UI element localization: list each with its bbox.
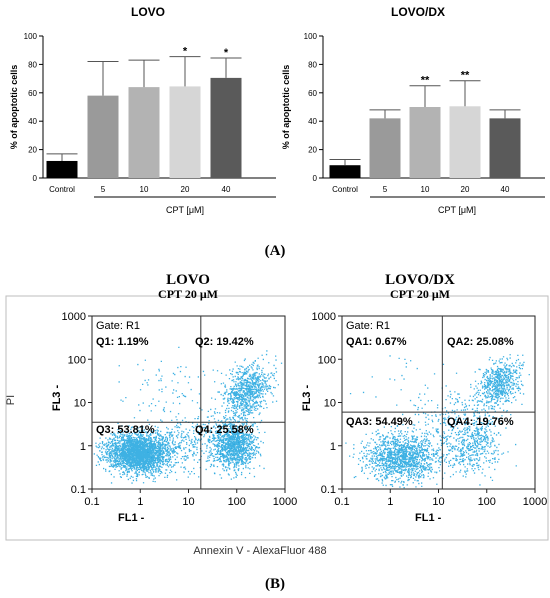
flow-plot-lovo-dx-q3: QA3: 54.49% (346, 416, 413, 428)
flow-plot-lovo-dx-subtitle: CPT 20 μM (390, 287, 450, 301)
chart1-category-label-2: 10 (421, 185, 430, 194)
flow3-x-tick-label-0: 0.1 (334, 496, 349, 508)
chart0-category-label-4: 40 (222, 185, 231, 194)
chart1-category-label-0: Control (332, 185, 358, 194)
chart0-y-tick-label-4: 80 (28, 60, 37, 69)
bar-chart-lovo-ylabel: % of apoptotic cells (9, 65, 19, 150)
chart0-y-tick-label-3: 60 (28, 89, 37, 98)
chart0-y-tick-label-5: 100 (24, 32, 38, 41)
flow2-event-cluster-2 (212, 350, 283, 435)
bar-chart-lovo-dx-xlabel: CPT [μM] (438, 205, 476, 215)
chart1-category-label-3: 20 (461, 185, 470, 194)
chart1-bar-4 (489, 118, 521, 178)
chart1-y-tick-label-0: 0 (313, 174, 318, 183)
flow-plot-lovo-title: LOVO (166, 272, 210, 288)
flow-plot-lovo-q1: Q1: 1.19% (96, 336, 149, 348)
flow3-x-tick-label-4: 1000 (523, 496, 547, 508)
panel-b-label: (B) (265, 576, 285, 592)
flow2-x-tick-label-0: 0.1 (84, 496, 99, 508)
flow3-y-tick-label-1: 1 (330, 441, 336, 453)
flow-plot-lovo: LOVO CPT 20 μM 0.1 1 10 100 1000 0.1 1 10 100 100… (51, 272, 297, 524)
bar-chart-lovo-dx: LOVO/DX % of apoptotic cells 0 20 40 60 80 10… (281, 5, 545, 215)
chart1-bar-1 (369, 118, 401, 178)
chart1-y-tick-label-4: 80 (308, 60, 317, 69)
chart0-y-tick-label-1: 20 (28, 146, 37, 155)
flow-plot-lovo-gate: Gate: R1 (96, 320, 140, 332)
chart1-significance-3: ** (461, 70, 470, 82)
panel-a-label: (A) (265, 243, 286, 259)
chart0-y-tick-label-0: 0 (33, 174, 38, 183)
flow3-x-tick-label-1: 1 (387, 496, 393, 508)
flow3-y-tick-label-0: 0.1 (321, 484, 336, 496)
flow2-x-tick-label-3: 100 (228, 496, 246, 508)
flow-plot-lovo-q3: Q3: 53.81% (96, 424, 155, 436)
flow2-y-tick-label-1: 1 (80, 441, 86, 453)
chart1-bar-0 (329, 165, 361, 178)
bar-chart-lovo-xlabel: CPT [μM] (166, 205, 204, 215)
chart0-bar-1 (87, 95, 119, 178)
flow2-x-tick-label-4: 1000 (273, 496, 297, 508)
flow2-x-tick-label-2: 10 (182, 496, 194, 508)
flow2-y-tick-label-3: 100 (68, 354, 86, 366)
chart1-category-label-4: 40 (501, 185, 510, 194)
flow-plot-lovo-dx-q4: QA4: 19.76% (447, 416, 514, 428)
flow3-x-tick-label-2: 10 (432, 496, 444, 508)
flow3-event-cluster-1 (436, 392, 517, 486)
bar-chart-lovo-dx-title: LOVO/DX (391, 5, 445, 19)
flow2-y-tick-label-4: 1000 (62, 311, 86, 323)
flow-plot-lovo-dx-xlabel: FL1 - (415, 512, 442, 524)
chart0-category-label-2: 10 (140, 185, 149, 194)
flow2-event-cluster-0 (93, 417, 191, 484)
chart1-category-label-1: 5 (383, 185, 388, 194)
bar-chart-lovo-dx-ylabel: % of apoptotic cells (281, 65, 291, 150)
flow-plot-lovo-dx: LOVO/DX CPT 20 μM 0.1 1 10 100 1000 0.1 1 10 100… (301, 272, 547, 524)
flow2-event-cluster-1 (207, 399, 266, 480)
flow-plot-lovo-q2: Q2: 19.42% (195, 336, 254, 348)
flow-plot-lovo-xlabel: FL1 - (118, 512, 145, 524)
flow-plot-lovo-dx-q2: QA2: 25.08% (447, 336, 514, 348)
chart0-bar-3 (169, 86, 201, 178)
flow-x-axis-label: Annexin V - AlexaFluor 488 (193, 545, 326, 557)
flow3-y-tick-label-2: 10 (324, 398, 336, 410)
chart0-significance-3: * (183, 46, 188, 58)
flow-plot-lovo-dx-title: LOVO/DX (385, 272, 455, 288)
chart0-bar-2 (128, 87, 160, 178)
chart1-y-tick-label-1: 20 (308, 146, 317, 155)
flow3-y-tick-label-3: 100 (318, 354, 336, 366)
flow3-event-cluster-2 (469, 354, 530, 425)
flow-plot-lovo-q4: Q4: 25.58% (195, 424, 254, 436)
flow-plot-lovo-dx-ylabel: FL3 - (301, 385, 313, 412)
flow2-y-tick-label-2: 10 (74, 398, 86, 410)
chart0-significance-4: * (224, 47, 229, 59)
flow-y-axis-label: PI (5, 395, 17, 405)
bar-chart-lovo: LOVO % of apoptotic cells 0 20 40 60 80 100 *… (9, 5, 276, 215)
flow-plot-lovo-dx-q1: QA1: 0.67% (346, 336, 407, 348)
flow3-x-tick-label-3: 100 (478, 496, 496, 508)
flow3-event-cluster-0 (345, 421, 461, 489)
flow-plot-lovo-ylabel: FL3 - (51, 385, 63, 412)
chart1-y-tick-label-3: 60 (308, 89, 317, 98)
flow3-y-tick-label-4: 1000 (312, 311, 336, 323)
flow2-x-tick-label-1: 1 (137, 496, 143, 508)
chart1-significance-2: ** (421, 75, 430, 87)
chart1-bar-3 (449, 106, 481, 178)
bar-chart-lovo-title: LOVO (131, 5, 165, 19)
panel-b-frame (5, 295, 549, 541)
chart0-category-label-3: 20 (181, 185, 190, 194)
chart0-y-tick-label-2: 40 (28, 117, 37, 126)
chart1-y-tick-label-2: 40 (308, 117, 317, 126)
chart1-bar-2 (409, 107, 441, 178)
flow-plot-lovo-dx-gate: Gate: R1 (346, 320, 390, 332)
flow2-y-tick-label-0: 0.1 (71, 484, 86, 496)
chart0-category-label-0: Control (49, 185, 75, 194)
chart1-y-tick-label-5: 100 (304, 32, 318, 41)
chart0-bar-4 (210, 77, 242, 178)
chart0-bar-0 (46, 160, 78, 178)
flow-plot-lovo-subtitle: CPT 20 μM (158, 287, 218, 301)
chart0-category-label-1: 5 (101, 185, 106, 194)
